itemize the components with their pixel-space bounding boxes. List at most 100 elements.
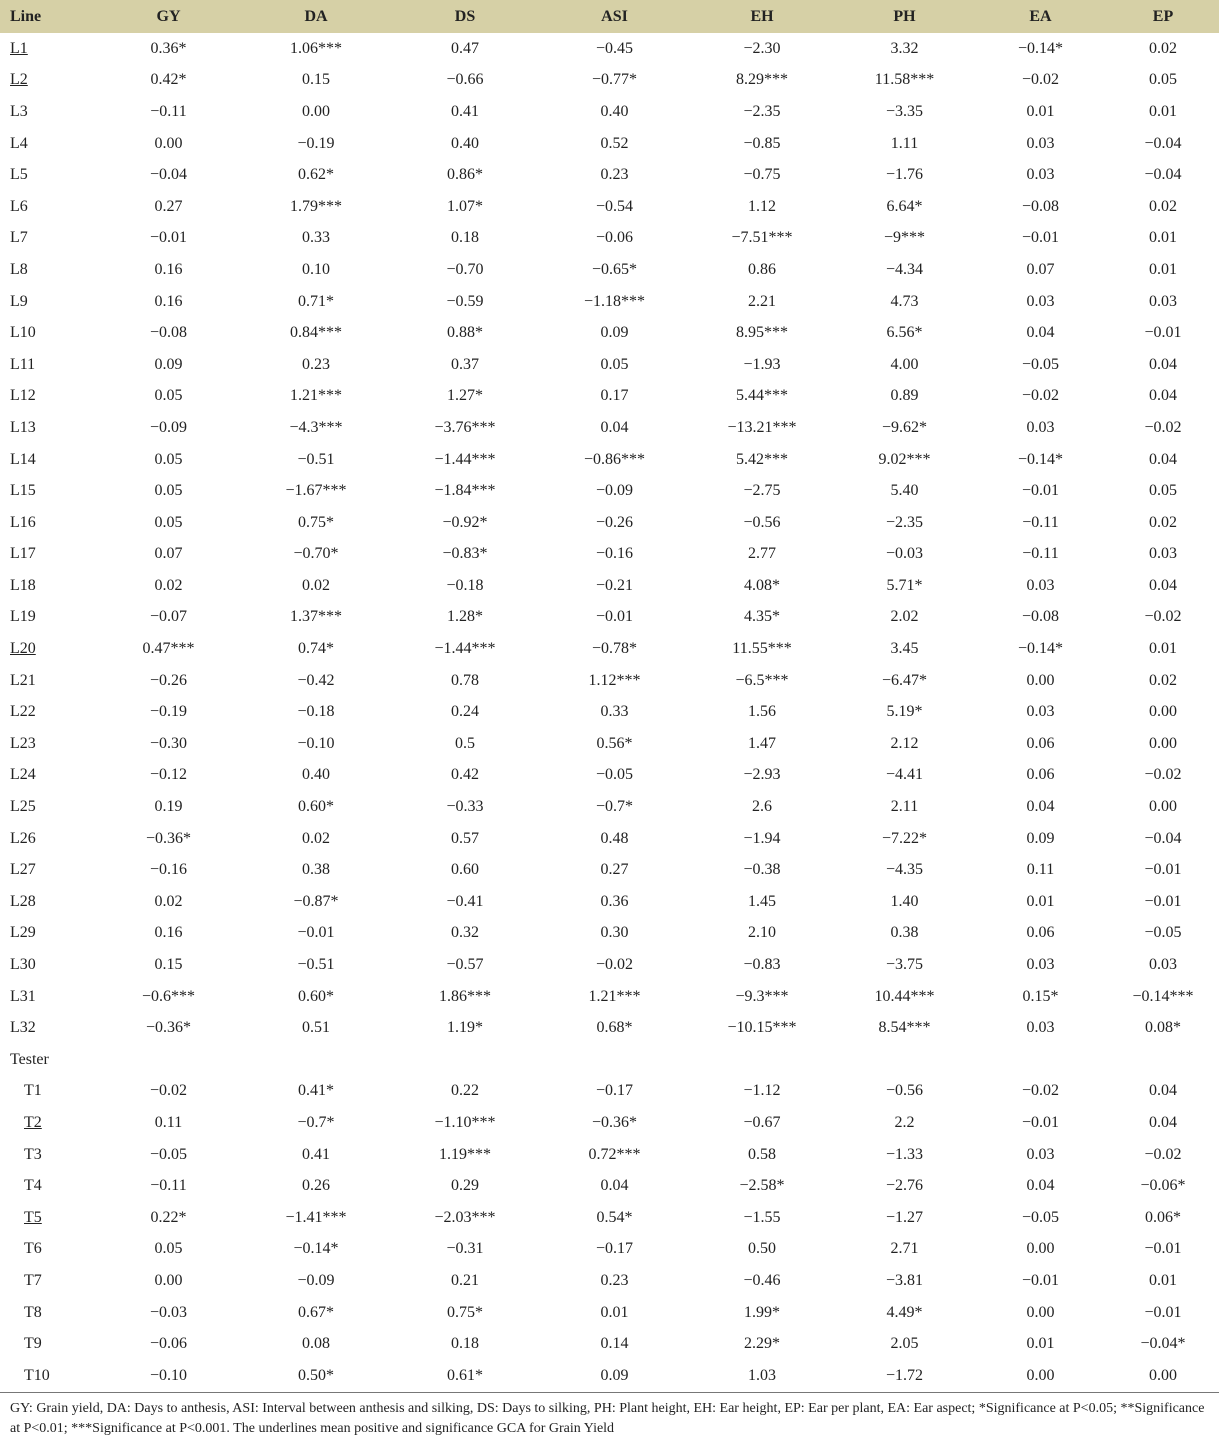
cell: −0.7*: [297, 1113, 335, 1131]
cell: 0.75*: [298, 513, 334, 531]
row-label: L27: [10, 861, 36, 879]
column-header: EH: [689, 0, 835, 33]
cell: 3.45: [890, 640, 919, 658]
cell: −0.04: [1144, 166, 1182, 184]
cell: 0.16: [154, 260, 183, 278]
cell: 0.40: [451, 134, 479, 152]
cell: −0.05: [1021, 355, 1060, 373]
cell: −2.30: [743, 39, 781, 57]
column-header: ASI: [540, 0, 689, 33]
cell: 0.78: [451, 671, 479, 689]
cell: 0.02: [154, 892, 183, 910]
cell: −1.94: [743, 829, 781, 847]
cell: −9***: [883, 229, 926, 247]
cell: −0.33: [446, 798, 484, 816]
cell: −0.66: [446, 71, 484, 89]
table-row: L32 −0.36* 0.51 1.19* 0.68* −10.15*** 8.54*** 0…: [0, 1012, 1219, 1044]
cell: 0.07: [154, 545, 183, 563]
cell: −0.92*: [442, 513, 488, 531]
cell: 0.01: [1149, 640, 1177, 658]
cell: 0.15: [154, 956, 183, 974]
cell: −0.83: [743, 956, 781, 974]
cell: 5.44***: [736, 387, 788, 405]
cell: −0.45: [595, 39, 634, 57]
cell: 0.40: [302, 766, 330, 784]
row-label: L2: [10, 71, 28, 89]
section-label: Tester: [10, 1050, 49, 1068]
cell: −13.21***: [727, 418, 797, 436]
cell: 0.00: [1149, 734, 1177, 752]
section-row: Tester: [0, 1044, 1219, 1076]
cell: −3.76***: [434, 418, 496, 436]
cell: 5.40: [890, 482, 919, 500]
cell: 0.10: [302, 260, 330, 278]
cell: −0.01: [1144, 1303, 1182, 1321]
cell: −1.27: [885, 1208, 924, 1226]
header-row: Line GY DA DS ASI EH PH EA EP: [0, 0, 1219, 33]
table-row: L10 −0.08 0.84*** 0.88* 0.09 8.95*** 6.56* 0.04…: [0, 317, 1219, 349]
cell: −0.08: [1021, 608, 1060, 626]
cell: −0.17: [595, 1082, 634, 1100]
cell: 1.11: [890, 134, 919, 152]
table-row: T10 −0.10 0.50* 0.61* 0.09 1.03 −1.72 0.00 0.00: [0, 1360, 1219, 1392]
cell: −0.01: [1144, 861, 1182, 879]
table-row: L23 −0.30 −0.10 0.5 0.56* 1.47 2.12 0.06 0.00: [0, 728, 1219, 760]
cell: −0.78*: [591, 640, 638, 658]
row-label: L16: [10, 513, 36, 531]
cell: 11.58***: [874, 71, 935, 89]
cell: 0.11: [154, 1113, 183, 1131]
cell: 0.37: [451, 355, 479, 373]
cell: −0.05: [595, 766, 634, 784]
cell: 1.86***: [439, 987, 491, 1005]
cell: 0.06: [1026, 766, 1055, 784]
table-row: T6 0.05 −0.14* −0.31 −0.17 0.50 2.71 0.00 −0.01: [0, 1234, 1219, 1266]
cell: −0.07: [149, 608, 188, 626]
cell: −0.02: [149, 1082, 188, 1100]
cell: 0.71*: [298, 292, 334, 310]
cell: −0.6***: [141, 987, 196, 1005]
table-row: T9 −0.06 0.08 0.18 0.14 2.29* 2.05 0.01 −0.04*: [0, 1328, 1219, 1360]
cell: 4.08*: [744, 576, 780, 594]
cell: 9.02***: [878, 450, 931, 468]
row-label: L1: [10, 39, 28, 57]
cell: −0.83*: [442, 545, 488, 563]
cell: 0.01: [1026, 892, 1055, 910]
cell: 0.86*: [447, 166, 483, 184]
table-row: L28 0.02 −0.87* −0.41 0.36 1.45 1.40 0.01 −0.01: [0, 886, 1219, 918]
cell: 0.00: [1026, 671, 1055, 689]
cell: 0.00: [1026, 1240, 1055, 1258]
cell: 0.04: [1149, 355, 1177, 373]
cell: 0.04: [1026, 798, 1055, 816]
cell: 0.05: [1149, 71, 1177, 89]
cell: −0.26: [149, 671, 188, 689]
cell: 5.71*: [886, 576, 923, 594]
cell: −0.46: [743, 1271, 781, 1289]
cell: −3.81: [885, 1271, 924, 1289]
cell: −1.41***: [285, 1208, 347, 1226]
cell: 0.01: [1149, 1271, 1177, 1289]
cell: 0.03: [1026, 292, 1055, 310]
cell: 0.19: [154, 798, 183, 816]
cell: 0.48: [600, 829, 629, 847]
cell: 5.42***: [736, 450, 788, 468]
cell: 0.56*: [596, 734, 633, 752]
cell: 0.09: [1026, 829, 1055, 847]
cell: 0.03: [1026, 703, 1055, 721]
cell: 3.32: [890, 39, 919, 57]
cell: 1.27*: [447, 387, 483, 405]
cell: −0.16: [595, 545, 634, 563]
cell: −0.7*: [595, 798, 634, 816]
cell: −7.22*: [881, 829, 928, 847]
cell: −0.02: [1144, 608, 1182, 626]
cell: 2.12: [890, 734, 919, 752]
cell: 1.40: [890, 892, 919, 910]
cell: 0.60*: [298, 798, 334, 816]
cell: 0.01: [1026, 1335, 1055, 1353]
cell: −0.01: [297, 924, 335, 942]
cell: 0.01: [1149, 260, 1177, 278]
cell: 0.06*: [1145, 1208, 1181, 1226]
table-row: T1 −0.02 0.41* 0.22 −0.17 −1.12 −0.56 −0.02 0.04: [0, 1076, 1219, 1108]
table-row: T7 0.00 −0.09 0.21 0.23 −0.46 −3.81 −0.01 0.01: [0, 1265, 1219, 1297]
cell: 8.29***: [736, 71, 788, 89]
cell: 0.17: [600, 387, 629, 405]
